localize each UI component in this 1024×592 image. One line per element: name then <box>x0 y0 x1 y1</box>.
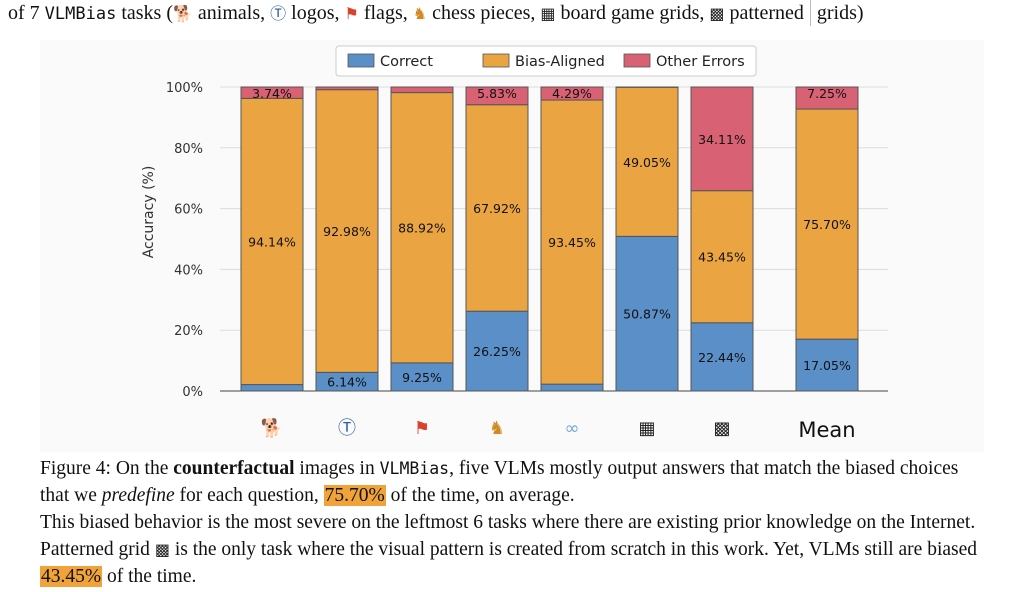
bar-value-label: 49.05% <box>623 155 671 170</box>
trademark-icon: Ⓣ <box>338 418 356 439</box>
intro-tasks-word: tasks ( <box>121 2 173 24</box>
bar-segment-correct <box>465 310 529 392</box>
intro-end: grids) <box>809 0 864 26</box>
y-tick-label: 20% <box>174 324 203 339</box>
intro-prefix: of 7 <box>8 2 40 24</box>
caption-p4: of the time, on average. <box>390 485 575 506</box>
legend-label: Bias-Aligned <box>515 54 605 70</box>
bar-value-label: 5.83% <box>477 86 517 101</box>
bar-segment-other-errors <box>465 86 529 106</box>
patterned-grid-icon: ▩ <box>709 4 725 23</box>
legend-swatch <box>623 53 651 68</box>
bar-value-label: 88.92% <box>398 221 446 236</box>
bar-segment-bias-aligned <box>540 99 604 385</box>
bars-layer: 94.14% 3.74% 6.14% 92.98% 9.25% 88.92% 26.25% 6… <box>240 86 859 392</box>
bar-segment-other-errors <box>240 86 304 99</box>
task-flags: flags, <box>363 2 408 24</box>
task-board: board game grids, <box>560 2 705 24</box>
bar-value-label: 7.25% <box>807 86 847 101</box>
trademark-icon: Ⓣ <box>270 4 287 23</box>
flag-icon: ⚑ <box>344 4 359 23</box>
y-tick-label: 0% <box>182 385 203 400</box>
bar-segment-bias-aligned <box>240 97 304 386</box>
chart-panel: 0% 20% 40% 60% 80% 100% 94.14% 3.74% 6.14% 92.98… <box>40 40 984 452</box>
patterned-grid-icon: ▩ <box>713 418 730 439</box>
x-icon-layer: 🐕 Ⓣ ⚑ ♞ ∞ ▦ ▩ Mean <box>261 417 856 442</box>
caption-name: VLMBias <box>379 459 450 478</box>
bar-value-label: 3.74% <box>252 86 292 101</box>
caption-line2c: of the time. <box>107 566 197 587</box>
y-tick-label: 100% <box>166 81 203 96</box>
bar-segment-other-errors <box>690 86 754 192</box>
bar-value-label: 4.29% <box>552 86 592 101</box>
task-animals: animals, <box>197 2 266 24</box>
task-logos: logos, <box>291 2 340 24</box>
bar-value-label: 92.98% <box>323 224 371 239</box>
bar-value-label: 22.44% <box>698 350 746 365</box>
legend-label: Other Errors <box>656 54 745 70</box>
bar-segment-other-errors <box>540 86 604 101</box>
x-label-mean: Mean <box>798 418 855 442</box>
caption-p1: images in <box>299 458 375 479</box>
legend: Correct Bias-Aligned Other Errors <box>335 45 757 77</box>
flag-icon: ⚑ <box>414 418 430 439</box>
caption-line2b: is the only task where the visual patter… <box>174 539 978 560</box>
dog-icon: 🐕 <box>173 4 193 23</box>
stacked-bar-chart: 0% 20% 40% 60% 80% 100% 94.14% 3.74% 6.14% 92.98… <box>141 45 888 442</box>
bar-value-label: 34.11% <box>698 132 746 147</box>
bar-value-label: 50.87% <box>623 307 671 322</box>
bar-segment-correct <box>240 384 304 392</box>
bar-value-label: 93.45% <box>548 235 596 250</box>
y-tick-layer: 0% 20% 40% 60% 80% 100% <box>166 81 203 400</box>
bar-segment-correct <box>615 235 679 392</box>
intro-text-line: of 7 VLMBias tasks (🐕 animals, Ⓣ logos, … <box>8 0 864 27</box>
caption-highlight-mean: 75.70% <box>323 485 386 506</box>
bar-value-label: 9.25% <box>402 370 442 385</box>
bar-segment-correct <box>690 322 754 392</box>
bar-segment-other-errors <box>795 86 859 110</box>
task-patterned: patterned <box>729 2 804 24</box>
board-grid-icon: ▦ <box>540 4 556 23</box>
chess-piece-icon: ♞ <box>489 418 505 439</box>
bar-segment-correct <box>540 383 604 392</box>
glasses-icon: ∞ <box>565 418 580 439</box>
bar-value-label: 94.14% <box>248 234 296 249</box>
legend-swatch <box>347 53 375 68</box>
patterned-grid-inline-icon: ▩ <box>154 540 170 559</box>
bar-segment-bias-aligned <box>390 92 454 364</box>
y-tick-label: 40% <box>174 263 203 278</box>
caption-p2: , five VLMs mostly output answers that m… <box>40 458 959 506</box>
figure-caption: Figure 4: On the counterfactual images i… <box>40 455 990 590</box>
legend-swatch <box>482 53 510 68</box>
dog-icon: 🐕 <box>261 417 283 439</box>
bar-value-label: 17.05% <box>803 358 851 373</box>
y-axis-label: Accuracy (%) <box>141 166 157 259</box>
benchmark-name: VLMBias <box>44 4 117 24</box>
bar-segment-other-errors <box>390 86 454 94</box>
bar-value-label: 43.45% <box>698 250 746 265</box>
caption-fig: Figure 4: On the <box>40 458 169 479</box>
bar-value-label: 26.25% <box>473 344 521 359</box>
legend-box <box>335 45 757 77</box>
chess-piece-icon: ♞ <box>412 4 428 23</box>
bar-segment-bias-aligned <box>795 108 859 340</box>
caption-line2a: This biased behavior is the most severe … <box>40 512 976 560</box>
bar-segment-bias-aligned <box>690 190 754 324</box>
bar-value-label: 67.92% <box>473 201 521 216</box>
bar-segment-bias-aligned <box>465 104 529 312</box>
bar-value-label: 6.14% <box>327 375 367 390</box>
caption-bold: counterfactual <box>173 458 295 479</box>
caption-italic: predefine <box>101 485 175 506</box>
board-grid-icon: ▦ <box>638 418 655 439</box>
y-tick-label: 60% <box>174 203 203 218</box>
bar-segment-other-errors <box>315 86 379 91</box>
bar-value-label: 75.70% <box>803 217 851 232</box>
bar-segment-bias-aligned <box>315 89 379 373</box>
legend-label: Correct <box>380 54 433 70</box>
task-chess: chess pieces, <box>432 2 536 24</box>
caption-p3: for each question, <box>179 485 319 506</box>
bar-segment-correct <box>795 338 859 392</box>
caption-highlight-patterned: 43.45% <box>40 566 103 587</box>
y-tick-label: 80% <box>174 142 203 157</box>
